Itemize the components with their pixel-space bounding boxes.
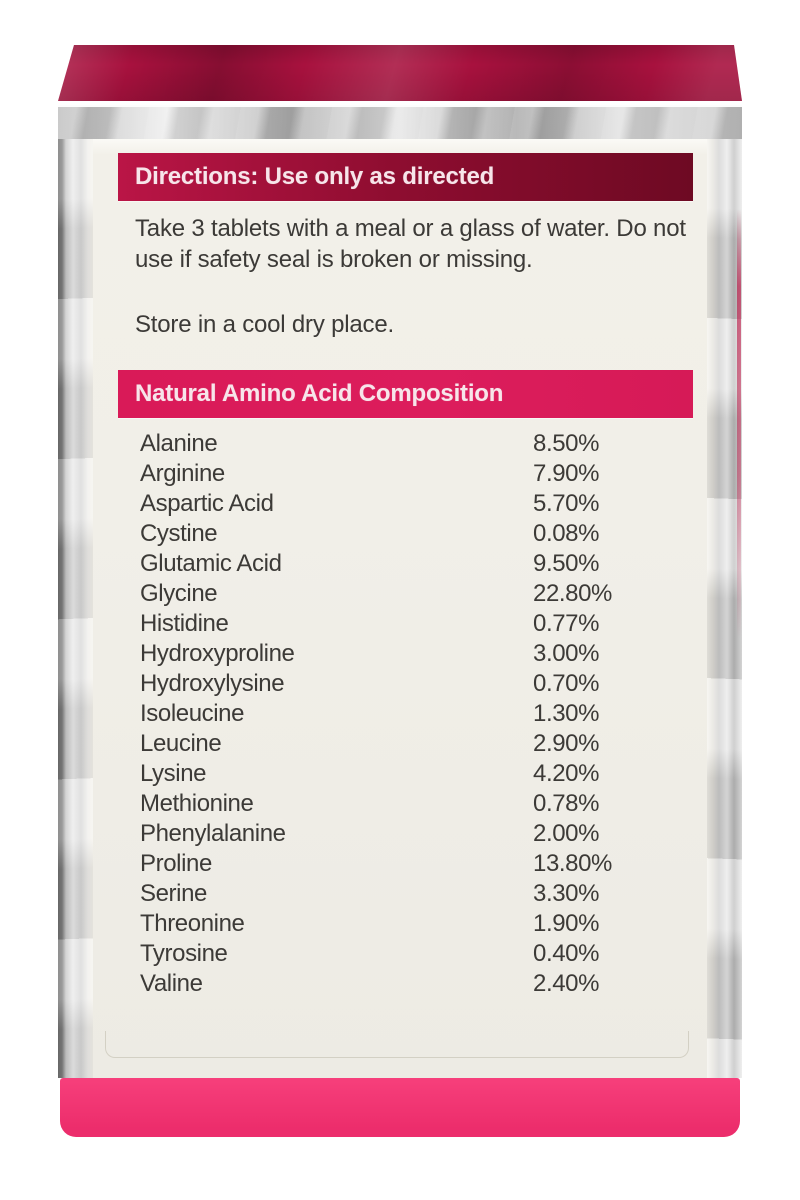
amino-acid-name: Threonine: [140, 910, 245, 937]
amino-acid-name: Isoleucine: [140, 700, 245, 727]
amino-acid-value: 3.00%: [533, 640, 600, 667]
amino-acid-value: 8.50%: [533, 430, 600, 457]
amino-acid-name: Valine: [140, 970, 203, 997]
product-box: Directions: Use only as directed Take 3 …: [58, 45, 742, 1137]
amino-acid-value: 4.20%: [533, 760, 600, 787]
amino-acid-value: 2.00%: [533, 820, 600, 847]
amino-acid-value: 0.40%: [533, 940, 600, 967]
amino-acid-value: 22.80%: [533, 580, 612, 607]
amino-acid-value: 0.70%: [533, 670, 600, 697]
table-row: Proline 13.80%: [93, 849, 707, 879]
amino-acid-name: Serine: [140, 880, 207, 907]
table-row: Cystine 0.08%: [93, 519, 707, 549]
table-row: Arginine 7.90%: [93, 459, 707, 489]
table-row: Alanine 8.50%: [93, 429, 707, 459]
amino-acid-name: Hydroxylysine: [140, 670, 285, 697]
composition-heading: Natural Amino Acid Composition: [135, 380, 504, 407]
table-row: Serine 3.30%: [93, 879, 707, 909]
amino-acid-value: 0.77%: [533, 610, 600, 637]
amino-acid-name: Arginine: [140, 460, 225, 487]
amino-acid-name: Alanine: [140, 430, 218, 457]
storage-note: Store in a cool dry place.: [135, 311, 394, 338]
amino-acid-name: Leucine: [140, 730, 222, 757]
amino-acid-value: 2.90%: [533, 730, 600, 757]
amino-acid-name: Tyrosine: [140, 940, 228, 967]
table-row: Glycine 22.80%: [93, 579, 707, 609]
table-row: Valine 2.40%: [93, 969, 707, 999]
composition-heading-bar: Natural Amino Acid Composition: [118, 370, 693, 418]
amino-acid-table: Alanine 8.50% Arginine 7.90% Aspartic Ac…: [93, 429, 707, 999]
amino-acid-value: 7.90%: [533, 460, 600, 487]
amino-acid-name: Phenylalanine: [140, 820, 286, 847]
box-bottom-pink-band: [60, 1078, 740, 1137]
table-row: Hydroxylysine 0.70%: [93, 669, 707, 699]
amino-acid-name: Cystine: [140, 520, 218, 547]
box-left-edge: [58, 139, 93, 1078]
amino-acid-name: Hydroxyproline: [140, 640, 295, 667]
table-row: Hydroxyproline 3.00%: [93, 639, 707, 669]
table-row: Isoleucine 1.30%: [93, 699, 707, 729]
amino-acid-name: Glutamic Acid: [140, 550, 282, 577]
table-row: Aspartic Acid 5.70%: [93, 489, 707, 519]
amino-acid-value: 3.30%: [533, 880, 600, 907]
amino-acid-value: 1.30%: [533, 700, 600, 727]
amino-acid-value: 0.78%: [533, 790, 600, 817]
amino-acid-name: Proline: [140, 850, 212, 877]
amino-acid-value: 13.80%: [533, 850, 612, 877]
amino-acid-value: 1.90%: [533, 910, 600, 937]
directions-heading: Directions: Use only as directed: [135, 163, 495, 190]
table-row: Methionine 0.78%: [93, 789, 707, 819]
amino-acid-value: 5.70%: [533, 490, 600, 517]
amino-acid-name: Methionine: [140, 790, 254, 817]
table-row: Glutamic Acid 9.50%: [93, 549, 707, 579]
box-body: Directions: Use only as directed Take 3 …: [58, 139, 742, 1078]
box-silver-foil-band: [58, 107, 742, 139]
table-row: Leucine 2.90%: [93, 729, 707, 759]
table-row: Phenylalanine 2.00%: [93, 819, 707, 849]
amino-acid-name: Glycine: [140, 580, 218, 607]
amino-acid-value: 9.50%: [533, 550, 600, 577]
table-row: Threonine 1.90%: [93, 909, 707, 939]
amino-acid-value: 0.08%: [533, 520, 600, 547]
table-row: Lysine 4.20%: [93, 759, 707, 789]
directions-heading-bar: Directions: Use only as directed: [118, 153, 693, 201]
amino-acid-name: Histidine: [140, 610, 229, 637]
table-row: Histidine 0.77%: [93, 609, 707, 639]
table-row: Tyrosine 0.40%: [93, 939, 707, 969]
amino-acid-value: 2.40%: [533, 970, 600, 997]
directions-text: Take 3 tablets with a meal or a glass of…: [135, 215, 686, 273]
back-label-panel: Directions: Use only as directed Take 3 …: [93, 139, 707, 1078]
box-right-edge: [707, 139, 742, 1078]
box-top-red-foil: [58, 45, 742, 101]
amino-acid-name: Lysine: [140, 760, 207, 787]
amino-acid-name: Aspartic Acid: [140, 490, 274, 517]
